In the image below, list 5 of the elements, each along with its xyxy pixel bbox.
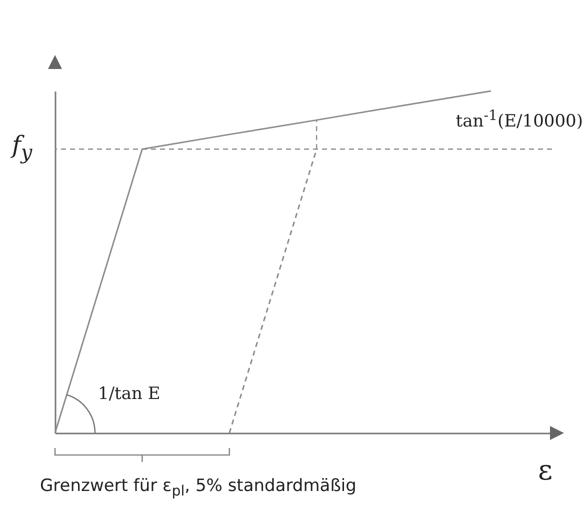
ref-line-label: f$_{y}$ [12,131,32,164]
annotation: tan$^{-1}$(E/10000) [456,108,583,132]
x-axis-title: ε [538,454,552,486]
text: Grenzwert für ε$_{pl}$, 5% standardmäßig [40,476,356,500]
annotation: 1/tan E [98,384,160,404]
